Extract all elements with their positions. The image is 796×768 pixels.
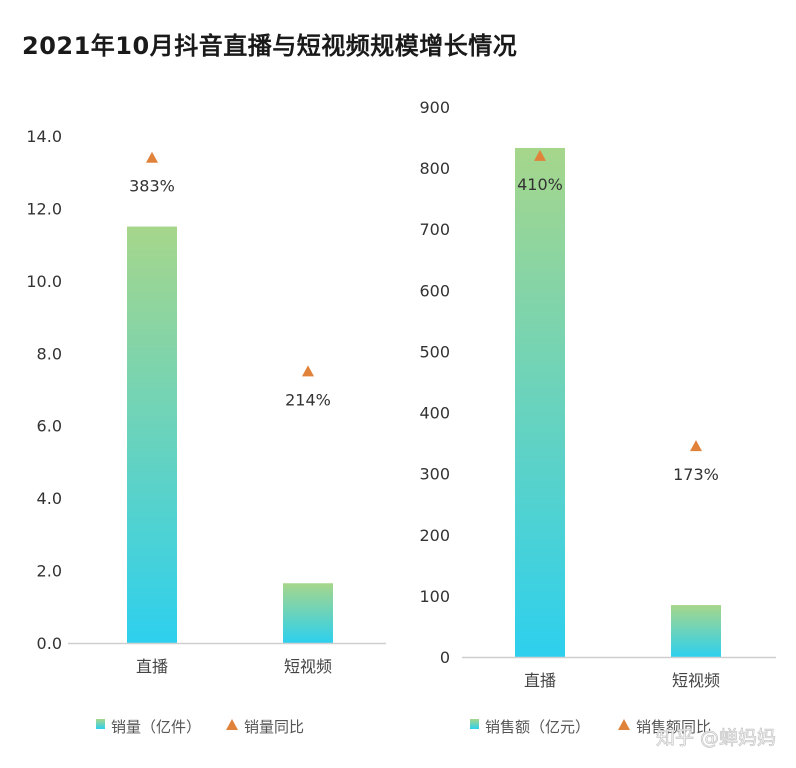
y-tick-label: 2.0 (37, 562, 62, 581)
watermark: 知乎 @蝉妈妈 (656, 727, 776, 749)
y-tick-label: 800 (419, 159, 450, 178)
y-tick-label: 200 (419, 526, 450, 545)
category-label: 直播 (524, 671, 556, 690)
category-label: 短视频 (672, 671, 720, 690)
legend-label: 销量（亿件） (111, 718, 201, 736)
chart-title: 2021年10月抖音直播与短视频规模增长情况 (22, 32, 518, 60)
y-tick-label: 14.0 (26, 127, 62, 146)
y-tick-label: 700 (419, 220, 450, 239)
yoy-marker (690, 440, 702, 452)
y-tick-label: 0 (440, 648, 450, 667)
y-tick-label: 4.0 (37, 489, 62, 508)
legend-triangle-swatch (618, 719, 630, 730)
y-tick-label: 0.0 (37, 634, 62, 653)
y-tick-label: 8.0 (37, 344, 62, 363)
yoy-marker (302, 365, 314, 377)
legend-label: 销售额（亿元） (485, 718, 590, 736)
bar-1 (671, 605, 721, 657)
category-label: 直播 (136, 657, 168, 676)
y-tick-label: 100 (419, 587, 450, 606)
legend-bar-swatch (96, 719, 105, 729)
y-tick-label: 900 (419, 98, 450, 117)
y-tick-label: 600 (419, 281, 450, 300)
bar-0 (515, 147, 565, 657)
y-tick-label: 500 (419, 342, 450, 361)
bar-1 (283, 583, 333, 643)
y-tick-label: 300 (419, 465, 450, 484)
yoy-marker (146, 151, 158, 163)
yoy-label: 383% (129, 177, 175, 196)
category-label: 短视频 (284, 657, 332, 676)
yoy-label: 173% (673, 465, 719, 484)
legend-label: 销量同比 (244, 718, 304, 736)
legend-bar-swatch (470, 719, 479, 729)
y-tick-label: 12.0 (26, 199, 62, 218)
y-tick-label: 6.0 (37, 417, 62, 436)
right-chart: 0 100 200 300 400 500 600 700 800 900 直播 短视频 410% 173… (419, 98, 776, 690)
legend-triangle-swatch (226, 719, 238, 730)
y-tick-label: 400 (419, 404, 450, 423)
legend-label: 销售额同比 (636, 718, 711, 736)
left-chart: 0.0 2.0 4.0 6.0 8.0 10.0 12.0 14.0 直播 短视频 383% 214% (26, 127, 386, 676)
legend: 销量（亿件） 销量同比 销售额（亿元） 销售额同比 (96, 718, 711, 736)
y-tick-label: 10.0 (26, 272, 62, 291)
yoy-label: 214% (285, 390, 331, 409)
yoy-marker (534, 149, 546, 161)
bar-0 (127, 226, 177, 644)
yoy-label: 410% (517, 175, 563, 194)
